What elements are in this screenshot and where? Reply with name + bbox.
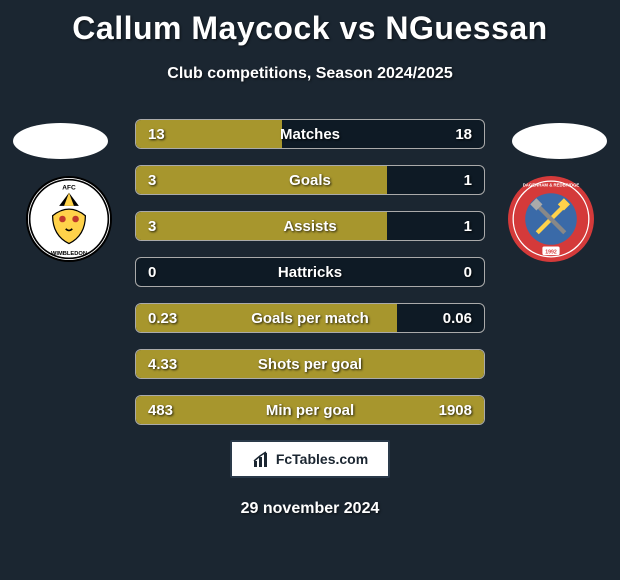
- page-title: Callum Maycock vs NGuessan: [0, 0, 620, 47]
- stat-bar-label: Min per goal: [136, 396, 484, 424]
- stat-bar-row: Goals3 1: [135, 165, 485, 195]
- comparison-content: AFC WIMBLEDON DAGENHAM & REDBRIDGE 1992 …: [0, 111, 620, 441]
- stat-bar-value-right: 18: [455, 120, 472, 148]
- stat-bar-label: Hattricks: [136, 258, 484, 286]
- stat-bar-value-right: 1908: [439, 396, 472, 424]
- subtitle: Club competitions, Season 2024/2025: [0, 65, 620, 83]
- club-crest-left: AFC WIMBLEDON: [26, 176, 112, 262]
- stat-bar-value-left: 3: [148, 166, 156, 194]
- stat-bar-row: Goals per match0.23 0.06: [135, 303, 485, 333]
- svg-text:DAGENHAM & REDBRIDGE: DAGENHAM & REDBRIDGE: [523, 182, 580, 187]
- stat-bar-value-right: 1: [464, 166, 472, 194]
- player-left-oval: [13, 123, 108, 159]
- stat-bar-value-left: 13: [148, 120, 165, 148]
- stat-bar-label: Matches: [136, 120, 484, 148]
- stat-bar-value-right: 0.06: [443, 304, 472, 332]
- svg-text:WIMBLEDON: WIMBLEDON: [51, 251, 87, 257]
- fctables-mark-icon: [252, 449, 272, 469]
- stat-bar-value-left: 3: [148, 212, 156, 240]
- stat-bar-value-left: 0.23: [148, 304, 177, 332]
- stat-bars: Matches1318Goals31Assists31Hattricks00Go…: [135, 119, 485, 441]
- stat-bar-value-left: 0: [148, 258, 156, 286]
- fctables-logo-text: FcTables.com: [276, 451, 368, 467]
- stat-bar-row: Assists3 1: [135, 211, 485, 241]
- svg-text:AFC: AFC: [62, 184, 76, 191]
- club-crest-right: DAGENHAM & REDBRIDGE 1992: [508, 176, 594, 262]
- stat-bar-row: Shots per goal4.33: [135, 349, 485, 379]
- stat-bar-row: Hattricks0 0: [135, 257, 485, 287]
- player-right-oval: [512, 123, 607, 159]
- dagenham-redbridge-crest-icon: DAGENHAM & REDBRIDGE 1992: [508, 176, 594, 262]
- stat-bar-label: Goals: [136, 166, 484, 194]
- stat-bar-value-right: 0: [464, 258, 472, 286]
- stat-bar-label: Shots per goal: [136, 350, 484, 378]
- stat-bar-value-left: 483: [148, 396, 173, 424]
- svg-text:1992: 1992: [545, 249, 557, 255]
- stat-bar-value-left: 4.33: [148, 350, 177, 378]
- fctables-logo: FcTables.com: [230, 440, 390, 478]
- stat-bar-row: Matches13 18: [135, 119, 485, 149]
- stat-bar-value-right: 1: [464, 212, 472, 240]
- stat-bar-row: Min per goal483 1908: [135, 395, 485, 425]
- stat-bar-label: Assists: [136, 212, 484, 240]
- afc-wimbledon-crest-icon: AFC WIMBLEDON: [28, 178, 110, 260]
- stat-bar-label: Goals per match: [136, 304, 484, 332]
- snapshot-date: 29 november 2024: [0, 500, 620, 518]
